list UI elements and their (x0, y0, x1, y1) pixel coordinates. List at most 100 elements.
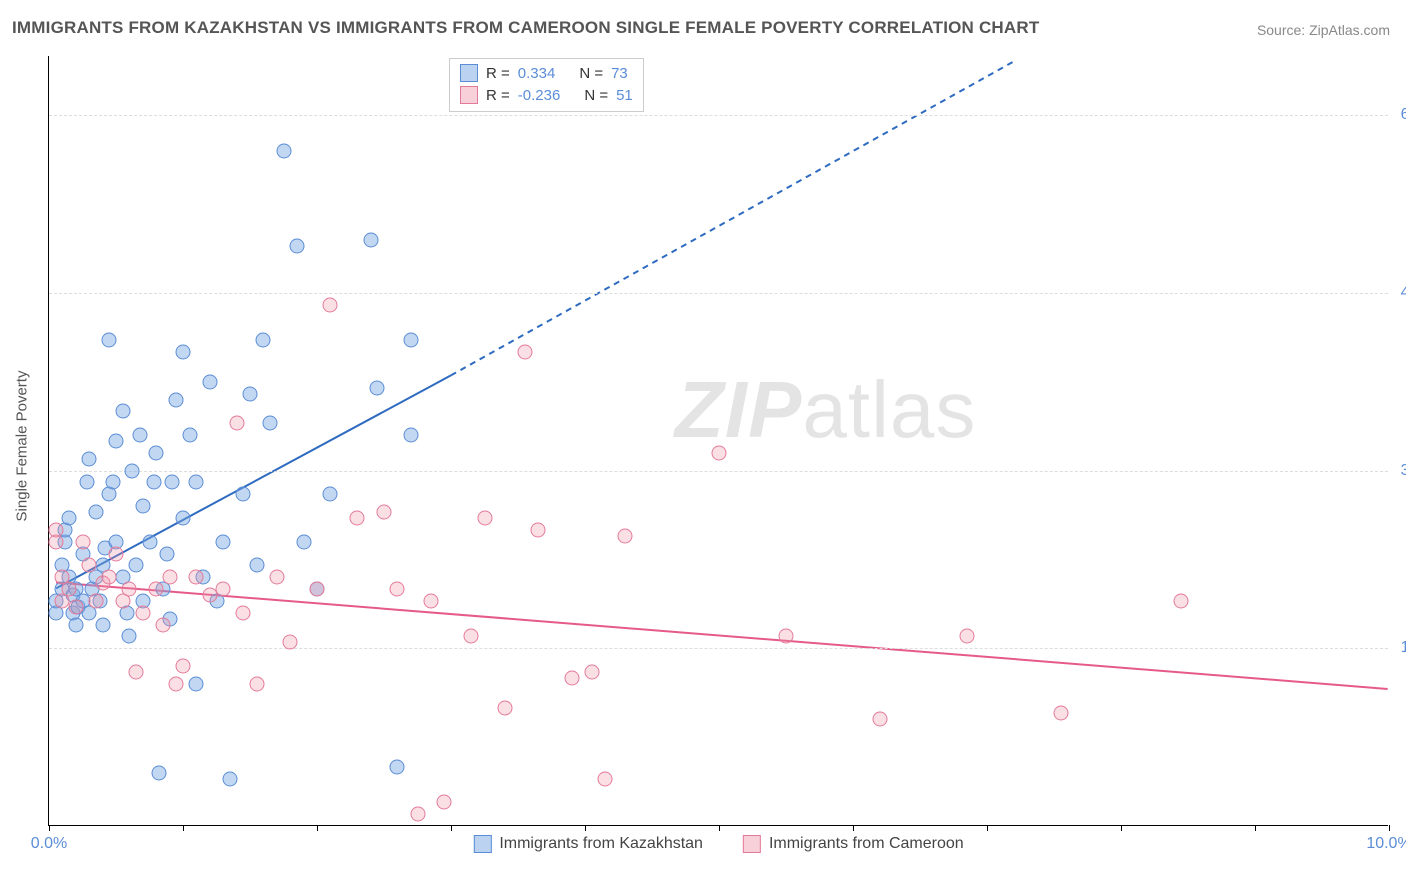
n-value-1: 51 (616, 87, 633, 104)
swatch-pink (743, 835, 761, 853)
y-tick-label: 60.0% (1401, 106, 1406, 124)
data-point (135, 499, 150, 514)
data-point (149, 582, 164, 597)
x-tick (183, 825, 184, 831)
data-point (146, 475, 161, 490)
bottom-legend: Immigrants from Kazakhstan Immigrants fr… (473, 835, 963, 853)
data-point (310, 582, 325, 597)
data-point (88, 593, 103, 608)
data-point (390, 582, 405, 597)
data-point (236, 487, 251, 502)
data-point (95, 617, 110, 632)
source-label: Source: ZipAtlas.com (1257, 22, 1390, 38)
data-point (106, 475, 121, 490)
data-point (189, 676, 204, 691)
r-label: R = (486, 87, 510, 104)
data-point (363, 232, 378, 247)
data-point (477, 511, 492, 526)
data-point (323, 297, 338, 312)
data-point (598, 771, 613, 786)
data-point (182, 428, 197, 443)
data-point (102, 570, 117, 585)
data-point (1174, 593, 1189, 608)
data-point (115, 404, 130, 419)
data-point (531, 522, 546, 537)
y-tick-label: 45.0% (1401, 284, 1406, 302)
data-point (176, 659, 191, 674)
data-point (109, 434, 124, 449)
data-point (151, 765, 166, 780)
n-label: N = (579, 65, 603, 82)
data-point (68, 599, 83, 614)
y-tick-label: 30.0% (1401, 462, 1406, 480)
watermark: ZIPatlas (675, 364, 976, 456)
data-point (410, 807, 425, 822)
x-tick-label: 10.0% (1366, 835, 1406, 853)
trend-lines (49, 56, 1388, 825)
bottom-legend-item-1: Immigrants from Cameroon (743, 835, 964, 853)
chart-title: IMMIGRANTS FROM KAZAKHSTAN VS IMMIGRANTS… (12, 18, 1039, 38)
data-point (464, 629, 479, 644)
data-point (142, 534, 157, 549)
data-point (129, 665, 144, 680)
data-point (370, 380, 385, 395)
x-tick (719, 825, 720, 831)
x-tick (451, 825, 452, 831)
data-point (48, 522, 63, 537)
data-point (263, 416, 278, 431)
data-point (618, 528, 633, 543)
data-point (872, 712, 887, 727)
x-tick (987, 825, 988, 831)
data-point (133, 428, 148, 443)
grid-line (49, 471, 1388, 472)
data-point (584, 665, 599, 680)
data-point (122, 582, 137, 597)
data-point (102, 333, 117, 348)
plot-area: ZIPatlas R = 0.334 N = 73 R = -0.236 N =… (48, 56, 1388, 826)
data-point (390, 759, 405, 774)
bottom-legend-label-0: Immigrants from Kazakhstan (499, 835, 703, 853)
x-tick (317, 825, 318, 831)
data-point (62, 511, 77, 526)
bottom-legend-label-1: Immigrants from Cameroon (769, 835, 964, 853)
data-point (403, 333, 418, 348)
grid-line (49, 293, 1388, 294)
x-tick (853, 825, 854, 831)
r-value-1: -0.236 (518, 87, 561, 104)
data-point (323, 487, 338, 502)
data-point (222, 771, 237, 786)
data-point (109, 546, 124, 561)
n-label: N = (584, 87, 608, 104)
data-point (88, 505, 103, 520)
data-point (289, 238, 304, 253)
data-point (564, 670, 579, 685)
data-point (189, 570, 204, 585)
r-label: R = (486, 65, 510, 82)
data-point (236, 605, 251, 620)
data-point (249, 676, 264, 691)
data-point (276, 143, 291, 158)
x-tick (585, 825, 586, 831)
data-point (129, 558, 144, 573)
legend-stats-box: R = 0.334 N = 73 R = -0.236 N = 51 (449, 58, 644, 112)
data-point (779, 629, 794, 644)
x-tick (1121, 825, 1122, 831)
data-point (269, 570, 284, 585)
data-point (169, 392, 184, 407)
data-point (229, 416, 244, 431)
data-point (135, 605, 150, 620)
data-point (202, 374, 217, 389)
data-point (296, 534, 311, 549)
data-point (959, 629, 974, 644)
data-point (149, 445, 164, 460)
swatch-blue (460, 64, 478, 82)
data-point (423, 593, 438, 608)
data-point (189, 475, 204, 490)
data-point (176, 345, 191, 360)
data-point (82, 558, 97, 573)
data-point (377, 505, 392, 520)
data-point (162, 570, 177, 585)
data-point (176, 511, 191, 526)
data-point (1053, 706, 1068, 721)
x-tick (49, 825, 50, 831)
